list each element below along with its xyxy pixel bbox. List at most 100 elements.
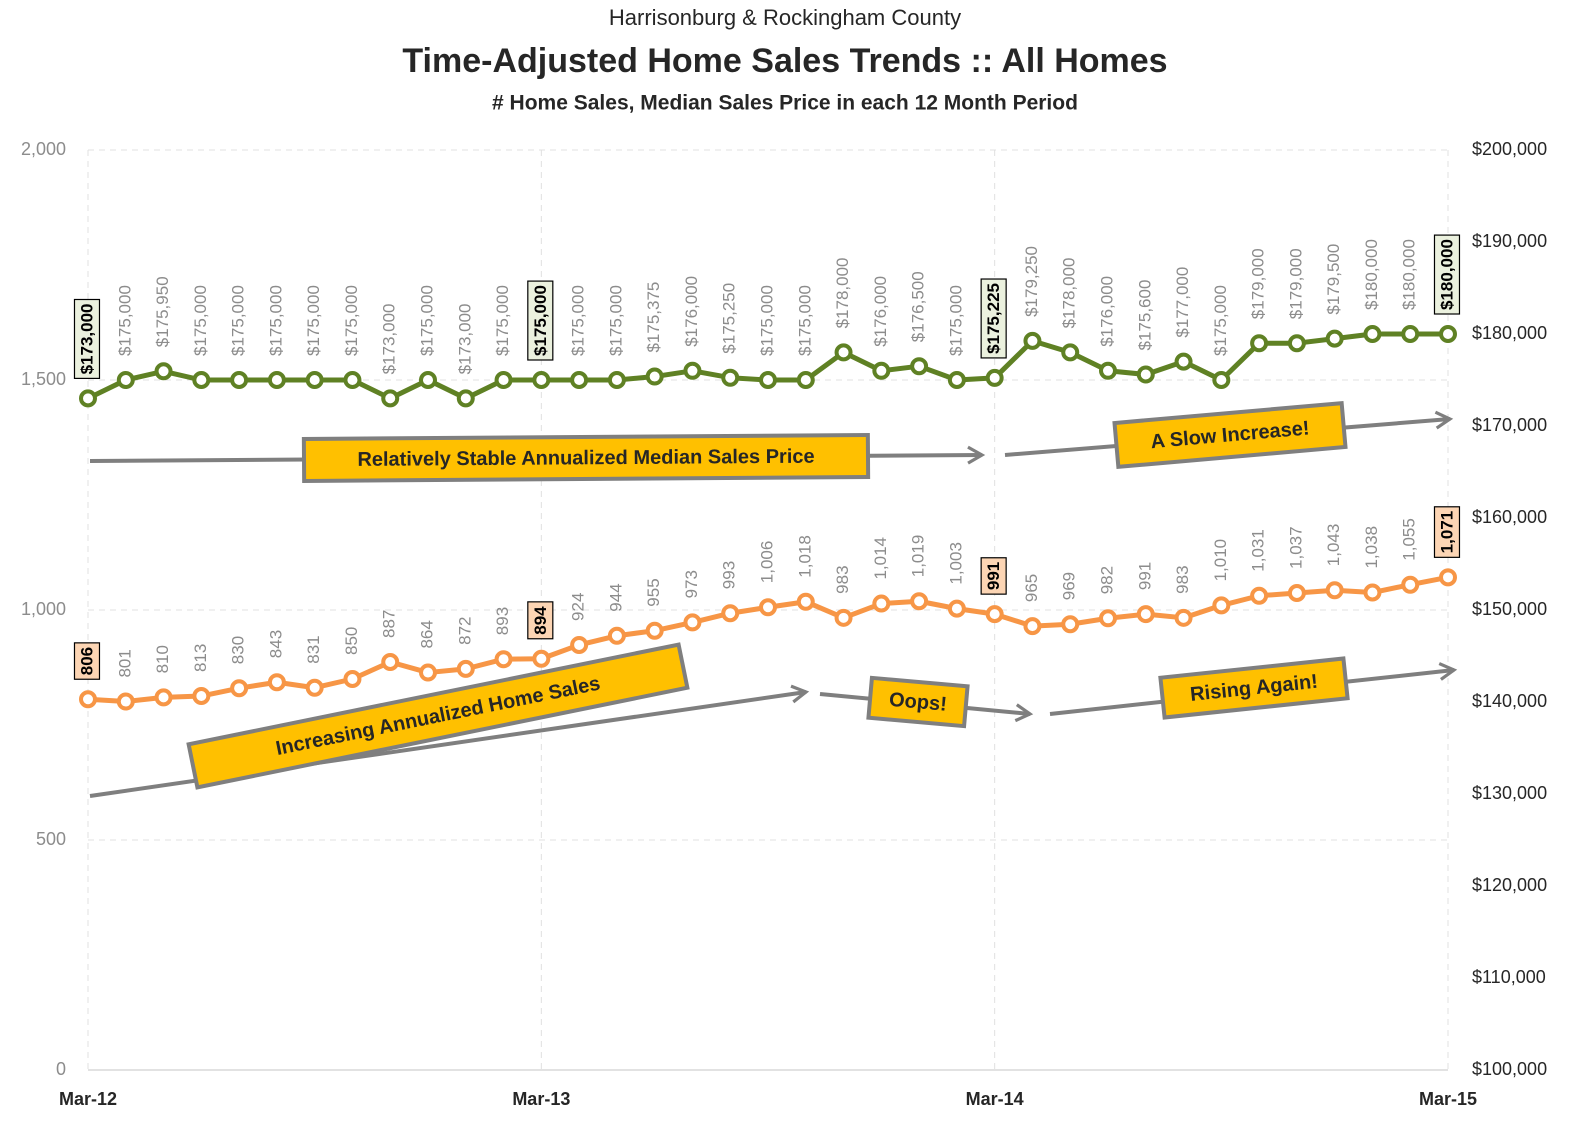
point	[1174, 608, 1193, 627]
point	[1287, 583, 1306, 602]
value-label: 1,018	[795, 535, 814, 578]
value-label-box	[527, 601, 554, 640]
value-label-group: $175,950	[153, 276, 172, 347]
point	[305, 678, 324, 697]
y2-tick-label: $140,000	[1472, 691, 1547, 711]
x-tick-label: Mar-14	[966, 1089, 1024, 1109]
value-label: $180,000	[1400, 239, 1419, 310]
value-label: $173,000	[380, 303, 399, 374]
annotation: Oops!	[866, 675, 970, 729]
value-label: 831	[304, 635, 323, 663]
value-label-group: $175,000	[304, 285, 323, 356]
value-label-group: $175,375	[644, 282, 663, 353]
value-label: 887	[380, 610, 399, 638]
value-label: $180,000	[1362, 239, 1381, 310]
value-label-group: 965	[1022, 574, 1041, 602]
value-label-group: $175,225	[980, 278, 1007, 359]
value-label: 894	[531, 606, 550, 635]
value-label: 991	[1135, 562, 1154, 590]
annotation-text: Oops!	[888, 689, 947, 716]
value-label-group: 801	[115, 649, 134, 677]
value-label-group: $175,000	[115, 285, 134, 356]
y-tick-label: 0	[56, 1059, 66, 1079]
point	[1099, 609, 1117, 628]
x-tick-label: Mar-12	[59, 1089, 117, 1109]
value-label-group: $176,000	[1097, 276, 1116, 347]
value-label-group: 1,037	[1286, 526, 1305, 569]
value-label-group: 887	[380, 610, 399, 638]
value-label-box	[980, 557, 1007, 595]
point	[419, 371, 437, 389]
value-label: $176,500	[909, 271, 928, 342]
annotation: A Slow Increase!	[1112, 400, 1348, 470]
point	[1363, 583, 1382, 602]
point	[683, 361, 702, 380]
value-label: $175,000	[417, 285, 436, 356]
value-label: 1,006	[757, 541, 776, 584]
value-label-group: 969	[1060, 572, 1079, 600]
point	[1401, 325, 1420, 343]
point	[230, 679, 249, 698]
value-label: 955	[644, 578, 663, 606]
y2-tick-label: $110,000	[1472, 967, 1546, 987]
value-label-group: 830	[229, 636, 248, 664]
value-label: $175,000	[1211, 285, 1230, 356]
value-label-group: $179,500	[1324, 244, 1343, 315]
value-label: 864	[417, 620, 436, 648]
value-label: 1,037	[1286, 526, 1305, 569]
value-label-group: 872	[455, 617, 474, 645]
y-tick-label: 1,500	[21, 369, 66, 389]
value-label: $177,000	[1173, 267, 1192, 338]
point	[1136, 365, 1155, 384]
point	[570, 371, 589, 389]
point	[456, 659, 475, 678]
value-label-group: $175,250	[720, 283, 739, 354]
point	[154, 688, 173, 707]
value-label-box	[73, 642, 101, 680]
value-label-group: 1,014	[871, 537, 890, 580]
point	[267, 673, 286, 692]
value-label-group: $175,000	[191, 285, 210, 356]
y2-tick-label: $100,000	[1472, 1059, 1547, 1079]
value-label-group: 1,019	[909, 535, 928, 578]
value-label: $175,000	[191, 285, 210, 356]
point	[1061, 615, 1080, 634]
value-label-group: 864	[417, 620, 436, 648]
value-label: $178,000	[833, 257, 852, 328]
point	[910, 592, 929, 611]
annotation-text: Relatively Stable Annualized Median Sale…	[357, 446, 814, 471]
value-label: 983	[1173, 565, 1192, 593]
point	[456, 389, 475, 408]
point	[494, 371, 513, 389]
value-label-group: $179,000	[1286, 248, 1305, 319]
value-label-group: 1,031	[1249, 529, 1268, 572]
value-label: 973	[682, 570, 701, 598]
point	[1401, 575, 1420, 594]
point	[1061, 343, 1080, 362]
value-label-group: 1,055	[1400, 518, 1419, 561]
value-label-group: 944	[606, 583, 625, 611]
value-label-group: $173,000	[73, 298, 101, 379]
value-label: 965	[1022, 574, 1041, 602]
value-label-group: 924	[569, 593, 588, 621]
value-label: $175,225	[984, 283, 1003, 354]
value-label-group: $175,600	[1135, 280, 1154, 351]
value-label: 810	[153, 645, 172, 673]
value-label-group: 894	[527, 601, 554, 640]
value-label: $176,000	[1097, 276, 1116, 347]
value-label: 924	[569, 593, 588, 621]
value-label-group: $180,000	[1400, 239, 1419, 310]
value-label-group: $175,000	[493, 285, 512, 356]
point	[343, 670, 362, 688]
value-label: 850	[342, 627, 361, 655]
point	[79, 690, 97, 709]
value-label-group: 831	[304, 635, 323, 663]
value-label: $175,000	[304, 285, 323, 356]
value-label-group: $176,000	[682, 276, 701, 347]
value-label-group: 983	[1173, 565, 1192, 593]
value-label: 893	[493, 607, 512, 635]
value-label: $178,000	[1060, 257, 1079, 328]
value-label-group: $176,000	[871, 276, 890, 347]
value-label: 991	[984, 562, 1003, 590]
point	[759, 598, 777, 617]
